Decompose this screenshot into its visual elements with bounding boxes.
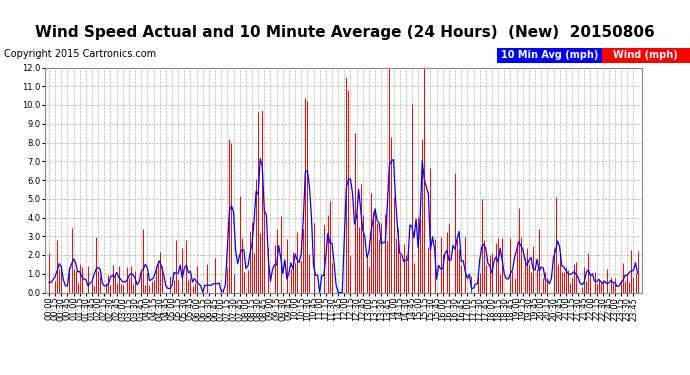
Bar xyxy=(602,48,690,63)
Text: Copyright 2015 Cartronics.com: Copyright 2015 Cartronics.com xyxy=(5,50,157,59)
Bar xyxy=(497,48,602,63)
Text: Wind Speed Actual and 10 Minute Average (24 Hours)  (New)  20150806: Wind Speed Actual and 10 Minute Average … xyxy=(35,26,655,40)
Text: Wind (mph): Wind (mph) xyxy=(613,50,678,60)
Text: 10 Min Avg (mph): 10 Min Avg (mph) xyxy=(500,50,598,60)
